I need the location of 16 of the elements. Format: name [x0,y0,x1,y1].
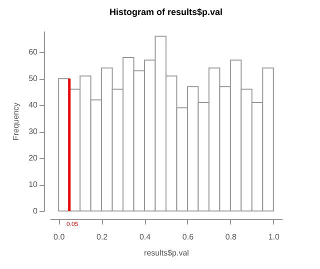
y-tick-label: 20 [28,154,38,163]
x-tick-label: 0.4 [139,232,152,242]
y-tick-label: 10 [28,180,38,190]
x-tick-label: 0.8 [225,232,238,242]
x-tick-label: 1.0 [268,232,280,242]
x-axis-title: results$p.val [144,248,190,258]
y-tick-label: 60 [28,48,38,57]
x-tick-label: 0.2 [96,232,108,242]
chart-title: Histogram of results$p.val [109,7,223,17]
y-axis-title: Frequency [12,102,21,140]
y-tick-label: 50 [28,74,38,84]
x-tick-label: 0.6 [182,232,194,242]
x-tick-label: 0.0 [54,232,66,242]
y-tick-label: 30 [28,127,38,136]
y-tick-label: 0 [33,206,38,216]
y-tick-label: 40 [28,100,38,110]
